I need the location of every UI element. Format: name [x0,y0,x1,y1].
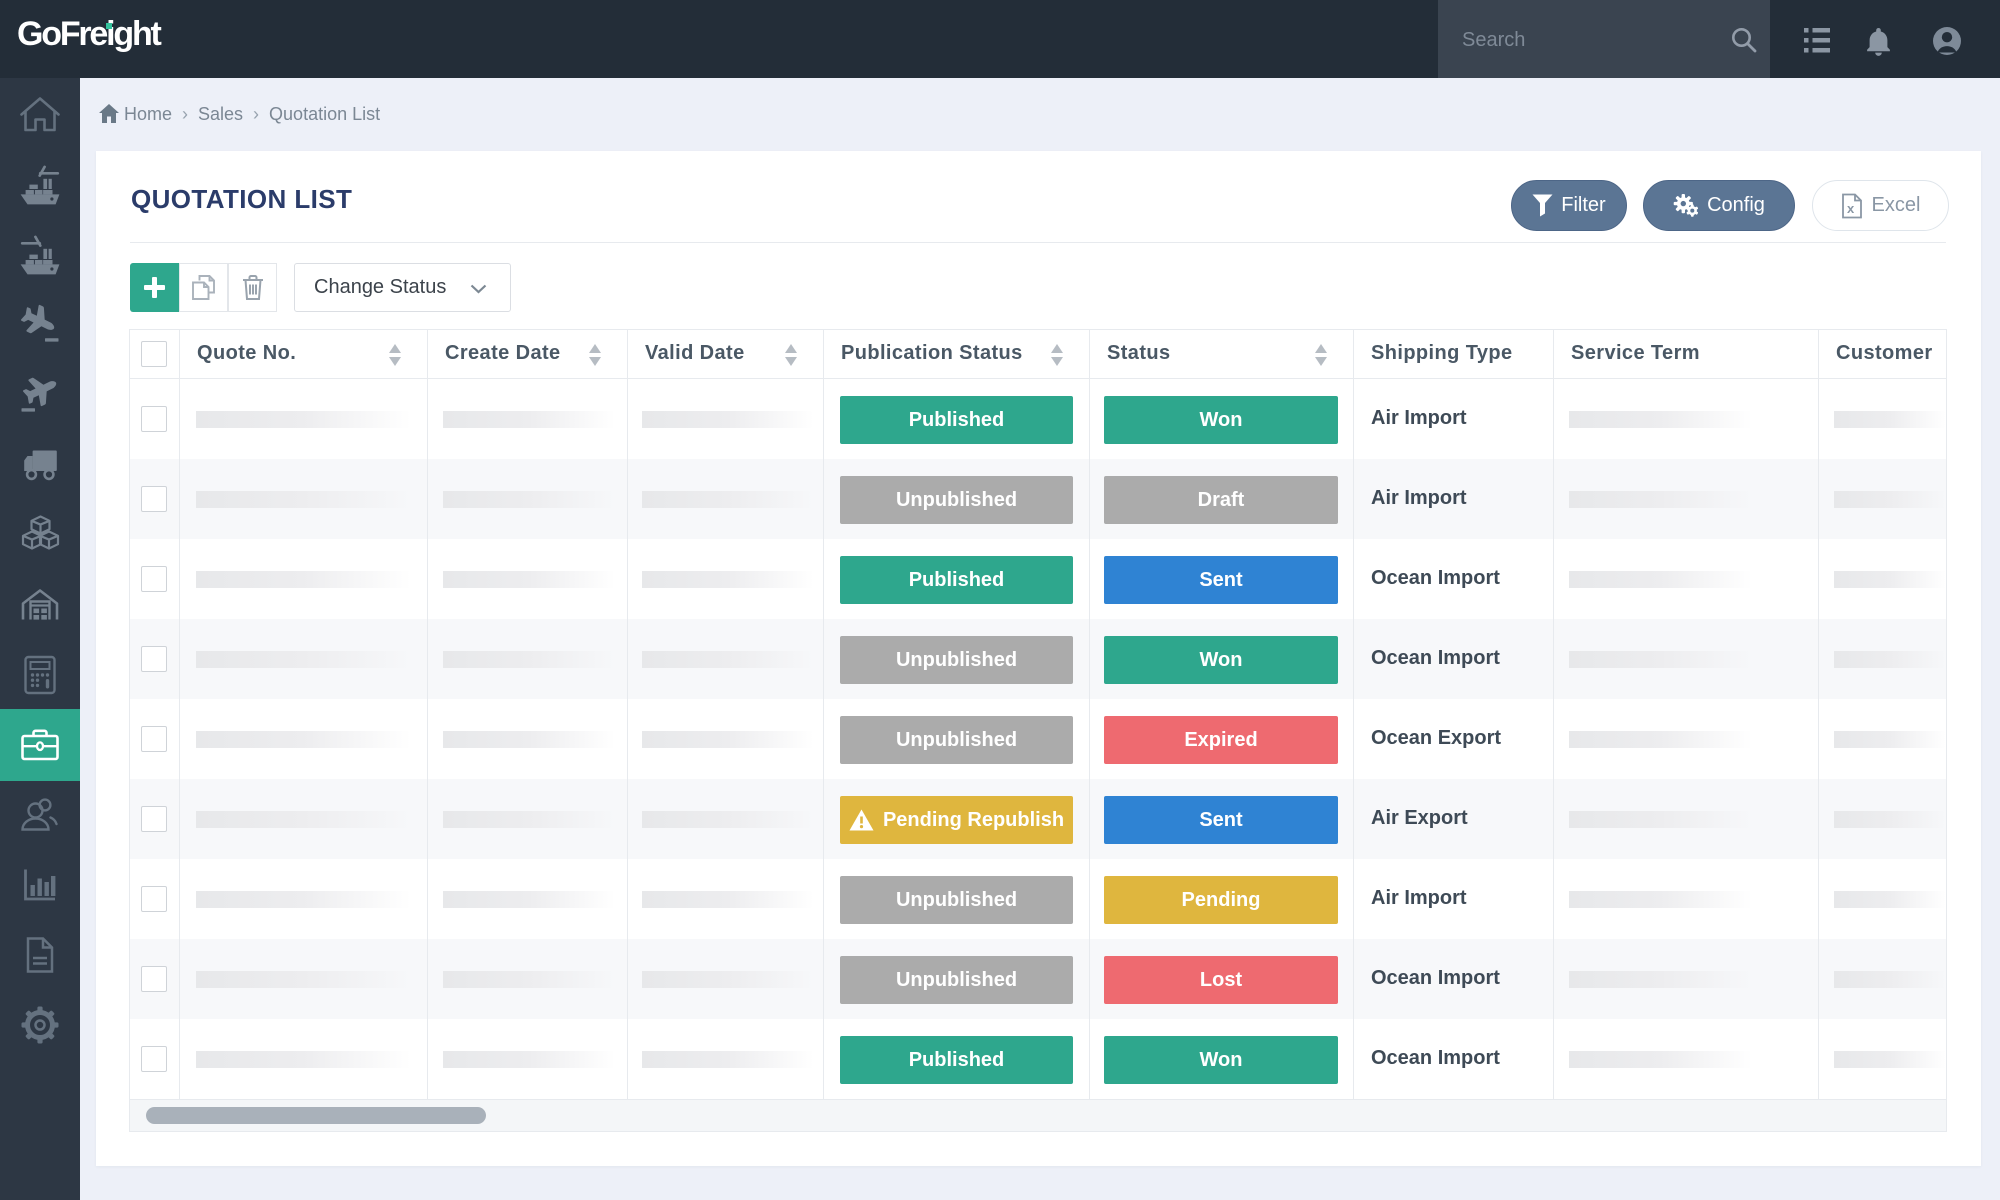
svg-text:x: x [1847,201,1855,216]
